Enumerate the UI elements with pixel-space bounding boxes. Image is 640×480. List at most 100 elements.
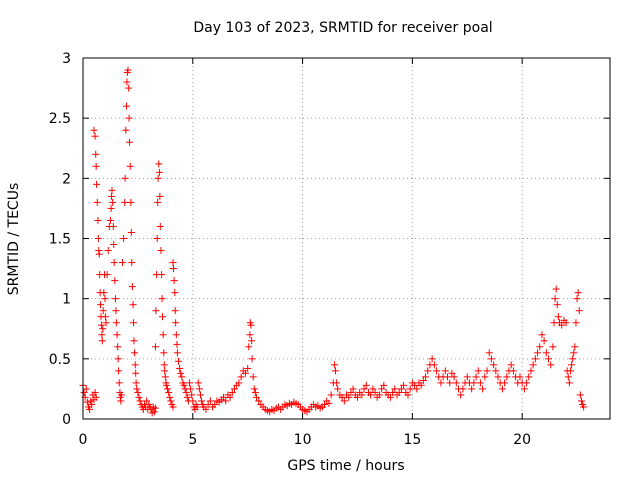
data-point: [166, 393, 174, 401]
data-point: [534, 349, 542, 357]
data-point: [164, 385, 172, 393]
data-point: [470, 379, 478, 387]
data-point: [94, 216, 102, 224]
data-point: [111, 277, 119, 285]
data-point: [101, 295, 109, 303]
data-point: [175, 357, 183, 365]
data-point: [428, 355, 436, 363]
data-point: [338, 393, 346, 401]
data-point: [122, 102, 130, 110]
data-point: [241, 369, 249, 377]
data-point: [568, 361, 576, 369]
data-point: [178, 373, 186, 381]
data-point: [177, 369, 185, 377]
data-point: [529, 361, 537, 369]
data-point: [413, 385, 421, 393]
data-point: [248, 355, 256, 363]
data-point: [452, 379, 460, 387]
data-point: [121, 174, 129, 182]
data-point: [551, 295, 559, 303]
data-point: [248, 337, 256, 345]
data-point: [400, 381, 408, 389]
data-point: [126, 162, 134, 170]
data-point: [424, 367, 432, 375]
data-point: [222, 397, 230, 405]
y-tick-label: 0.5: [49, 352, 71, 368]
data-point: [155, 160, 163, 168]
data-point: [159, 331, 167, 339]
x-tick-label: 15: [403, 432, 421, 448]
data-point: [353, 393, 361, 401]
data-point: [202, 405, 210, 413]
data-point: [88, 401, 96, 409]
data-point: [91, 389, 99, 397]
y-tick-label: 2.5: [49, 111, 71, 127]
data-point: [80, 389, 88, 397]
data-point: [86, 405, 94, 413]
data-point: [102, 319, 110, 327]
data-point: [444, 373, 452, 381]
data-point: [115, 379, 123, 387]
data-point: [108, 192, 116, 200]
data-point: [433, 367, 441, 375]
data-point: [422, 373, 430, 381]
y-tick-label: 3: [62, 51, 71, 67]
data-point: [569, 355, 577, 363]
data-point: [446, 379, 454, 387]
data-point: [169, 259, 177, 267]
data-point: [114, 355, 122, 363]
data-point: [185, 379, 193, 387]
data-point: [127, 228, 135, 236]
data-point: [249, 373, 257, 381]
data-point: [92, 393, 100, 401]
data-point: [194, 379, 202, 387]
data-point: [193, 403, 201, 411]
data-point: [450, 373, 458, 381]
data-point: [244, 364, 252, 372]
data-point: [575, 307, 583, 315]
data-point: [196, 391, 204, 399]
data-point: [457, 391, 465, 399]
data-point: [547, 361, 555, 369]
data-point: [154, 198, 162, 206]
data-point: [136, 397, 144, 405]
data-point: [386, 393, 394, 401]
data-point: [430, 361, 438, 369]
data-point: [347, 389, 355, 397]
data-point: [509, 367, 517, 375]
data-point: [501, 379, 509, 387]
data-point: [120, 235, 128, 242]
data-point: [325, 399, 333, 407]
data-point: [182, 389, 190, 397]
data-point: [135, 393, 143, 401]
data-point: [160, 361, 168, 369]
data-point: [481, 373, 489, 381]
data-point: [109, 198, 117, 206]
data-point: [576, 391, 584, 399]
data-point: [107, 204, 115, 212]
data-point: [183, 393, 191, 401]
data-point: [97, 301, 105, 309]
data-point: [503, 373, 511, 381]
data-point: [523, 379, 531, 387]
data-point: [492, 367, 500, 375]
data-point: [565, 379, 573, 387]
y-tick-label: 1.5: [49, 232, 71, 248]
data-point: [360, 385, 368, 393]
data-point: [378, 385, 386, 393]
data-point: [349, 385, 357, 393]
data-point: [97, 321, 105, 329]
data-point: [250, 385, 258, 393]
data-point: [119, 259, 127, 267]
data-point: [255, 397, 263, 405]
data-point: [332, 367, 340, 375]
data-point: [367, 391, 375, 399]
data-point: [380, 381, 388, 389]
data-point: [165, 389, 173, 397]
data-point: [108, 186, 116, 194]
data-point: [131, 361, 139, 369]
data-point: [170, 277, 178, 285]
data-point: [132, 379, 140, 387]
data-point: [99, 325, 107, 333]
